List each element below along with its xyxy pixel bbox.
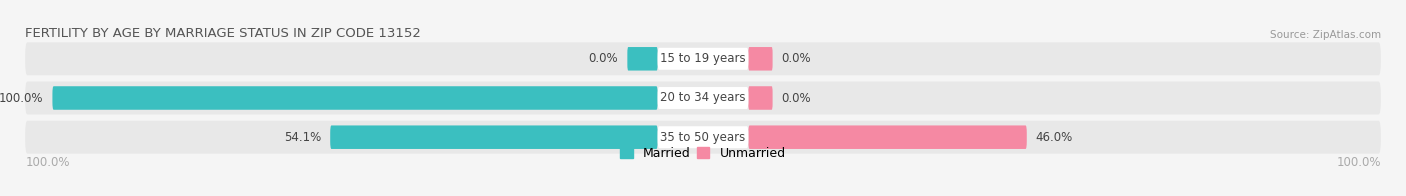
- Text: 20 to 34 years: 20 to 34 years: [661, 92, 745, 104]
- Text: 46.0%: 46.0%: [1036, 131, 1073, 144]
- Legend: Married, Unmarried: Married, Unmarried: [620, 147, 786, 160]
- Text: 35 to 50 years: 35 to 50 years: [661, 131, 745, 144]
- FancyBboxPatch shape: [748, 125, 1026, 149]
- FancyBboxPatch shape: [748, 86, 773, 110]
- Text: 100.0%: 100.0%: [0, 92, 44, 104]
- FancyBboxPatch shape: [52, 86, 658, 110]
- Text: 100.0%: 100.0%: [1336, 156, 1381, 169]
- FancyBboxPatch shape: [25, 82, 1381, 114]
- Text: Source: ZipAtlas.com: Source: ZipAtlas.com: [1270, 30, 1381, 40]
- Text: 0.0%: 0.0%: [782, 52, 811, 65]
- FancyBboxPatch shape: [330, 125, 658, 149]
- Text: 0.0%: 0.0%: [782, 92, 811, 104]
- Text: 15 to 19 years: 15 to 19 years: [661, 52, 745, 65]
- FancyBboxPatch shape: [25, 42, 1381, 75]
- FancyBboxPatch shape: [748, 47, 773, 71]
- Text: FERTILITY BY AGE BY MARRIAGE STATUS IN ZIP CODE 13152: FERTILITY BY AGE BY MARRIAGE STATUS IN Z…: [25, 27, 420, 40]
- FancyBboxPatch shape: [25, 121, 1381, 154]
- FancyBboxPatch shape: [658, 126, 748, 148]
- Text: 54.1%: 54.1%: [284, 131, 321, 144]
- Text: 100.0%: 100.0%: [25, 156, 70, 169]
- FancyBboxPatch shape: [658, 48, 748, 70]
- FancyBboxPatch shape: [658, 87, 748, 109]
- FancyBboxPatch shape: [627, 47, 658, 71]
- Text: 0.0%: 0.0%: [589, 52, 619, 65]
